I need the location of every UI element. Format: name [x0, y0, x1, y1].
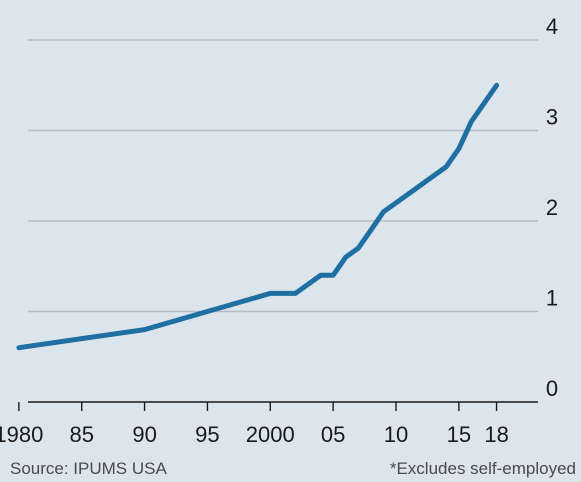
source-note: Source: IPUMS USA — [10, 459, 167, 478]
x-tick-label-2005: 05 — [321, 422, 345, 447]
y-axis-tick-labels: 0 1 2 3 4 — [546, 14, 558, 401]
y-tick-label-2: 2 — [546, 195, 558, 220]
x-axis — [18, 401, 538, 411]
y-tick-label-4: 4 — [546, 14, 558, 39]
x-tick-label-2010: 10 — [384, 422, 408, 447]
x-tick-label-2015: 15 — [447, 422, 471, 447]
gridlines — [28, 39, 538, 313]
series-line-0 — [16, 82, 500, 351]
x-tick-label-1980: 1980 — [0, 422, 43, 447]
series — [16, 82, 500, 351]
footnote: *Excludes self-employed — [390, 459, 576, 478]
x-axis-tick-labels: 1980 85 90 95 2000 05 10 15 18 — [0, 422, 509, 447]
y-tick-label-1: 1 — [546, 286, 558, 311]
x-tick-label-1995: 95 — [195, 422, 219, 447]
x-tick-label-2018: 18 — [484, 422, 508, 447]
x-tick-label-1985: 85 — [69, 422, 93, 447]
x-tick-label-2000: 2000 — [246, 422, 295, 447]
y-tick-label-0: 0 — [546, 376, 558, 401]
x-tick-label-1990: 90 — [132, 422, 156, 447]
y-tick-label-3: 3 — [546, 105, 558, 130]
